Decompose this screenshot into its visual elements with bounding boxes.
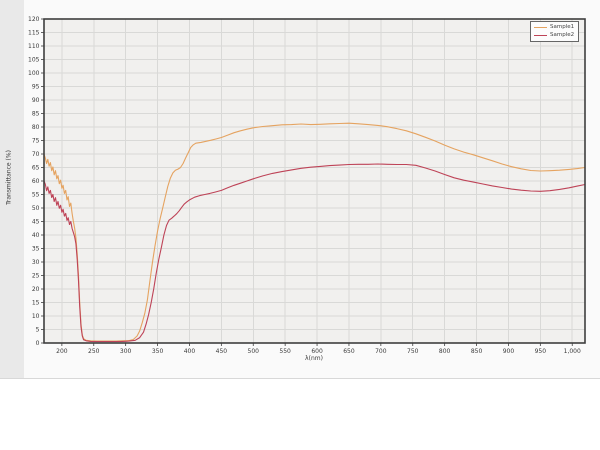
y-tick-label: 75 <box>32 138 40 145</box>
x-tick-label: 1,000 <box>564 348 581 355</box>
x-tick-label: 450 <box>216 348 228 355</box>
y-tick-label: 95 <box>32 84 40 91</box>
y-tick-label: 120 <box>28 16 40 23</box>
x-tick-label: 700 <box>375 348 387 355</box>
legend-label: Sample2 <box>550 32 575 38</box>
y-tick-label: 115 <box>28 30 40 37</box>
y-tick-label: 55 <box>32 192 40 199</box>
y-tick-label: 10 <box>32 313 40 320</box>
x-tick-label: 950 <box>535 348 547 355</box>
x-tick-label: 800 <box>439 348 451 355</box>
y-tick-label: 100 <box>28 70 40 77</box>
legend: Sample1 Sample2 <box>530 21 580 42</box>
x-axis-title: λ(nm) <box>305 355 323 362</box>
y-tick-label: 60 <box>32 178 40 185</box>
x-tick-label: 600 <box>311 348 323 355</box>
y-tick-label: 70 <box>32 151 40 158</box>
x-tick-label: 850 <box>471 348 483 355</box>
y-tick-label: 40 <box>32 232 40 239</box>
x-tick-label: 900 <box>503 348 515 355</box>
y-tick-label: 65 <box>32 165 40 172</box>
series-line-sample1 <box>43 122 586 342</box>
legend-swatch-sample2 <box>534 35 547 36</box>
chart-panel: 0 5 10 15 20 25 30 35 40 45 50 55 60 65 70 75 80 85 90 95 10… <box>0 0 586 378</box>
x-tick-label: 650 <box>343 348 355 355</box>
y-tick-label: 5 <box>36 327 40 334</box>
y-tick-label: 15 <box>32 300 40 307</box>
y-tick-label: 85 <box>32 111 40 118</box>
y-tick-label: 90 <box>32 97 40 104</box>
y-tick-label: 80 <box>32 124 40 131</box>
x-tick-label: 750 <box>407 348 419 355</box>
legend-item: Sample2 <box>534 32 574 39</box>
y-axis-title: Transmittance (%) <box>5 150 13 205</box>
legend-label: Sample1 <box>550 24 575 30</box>
legend-item: Sample1 <box>534 24 574 31</box>
y-tick-label: 0 <box>36 340 40 347</box>
y-tick-label: 35 <box>32 246 40 253</box>
spectral-transmittance-chart: 0 5 10 15 20 25 30 35 40 45 50 55 60 65 70 75 80 85 90 95 10… <box>28 16 586 355</box>
x-tick-label: 200 <box>56 348 68 355</box>
x-tick-label: 550 <box>279 348 291 355</box>
y-tick-label: 30 <box>32 259 40 266</box>
y-tick-label: 50 <box>32 205 40 212</box>
y-tick-label: 45 <box>32 219 40 226</box>
x-tick-label: 350 <box>152 348 164 355</box>
x-tick-label: 500 <box>248 348 260 355</box>
bottom-whitespace <box>0 379 600 450</box>
left-margin-strip <box>0 0 24 378</box>
x-tick-label: 250 <box>88 348 100 355</box>
legend-swatch-sample1 <box>534 27 547 28</box>
x-tick-label: 300 <box>120 348 132 355</box>
series-line-sample2 <box>43 163 586 343</box>
y-tick-label: 110 <box>28 43 40 50</box>
y-tick-label: 105 <box>28 57 40 64</box>
horizontal-divider <box>0 378 600 379</box>
y-tick-label: 25 <box>32 273 40 280</box>
x-tick-label: 400 <box>184 348 196 355</box>
y-tick-label: 20 <box>32 286 40 293</box>
